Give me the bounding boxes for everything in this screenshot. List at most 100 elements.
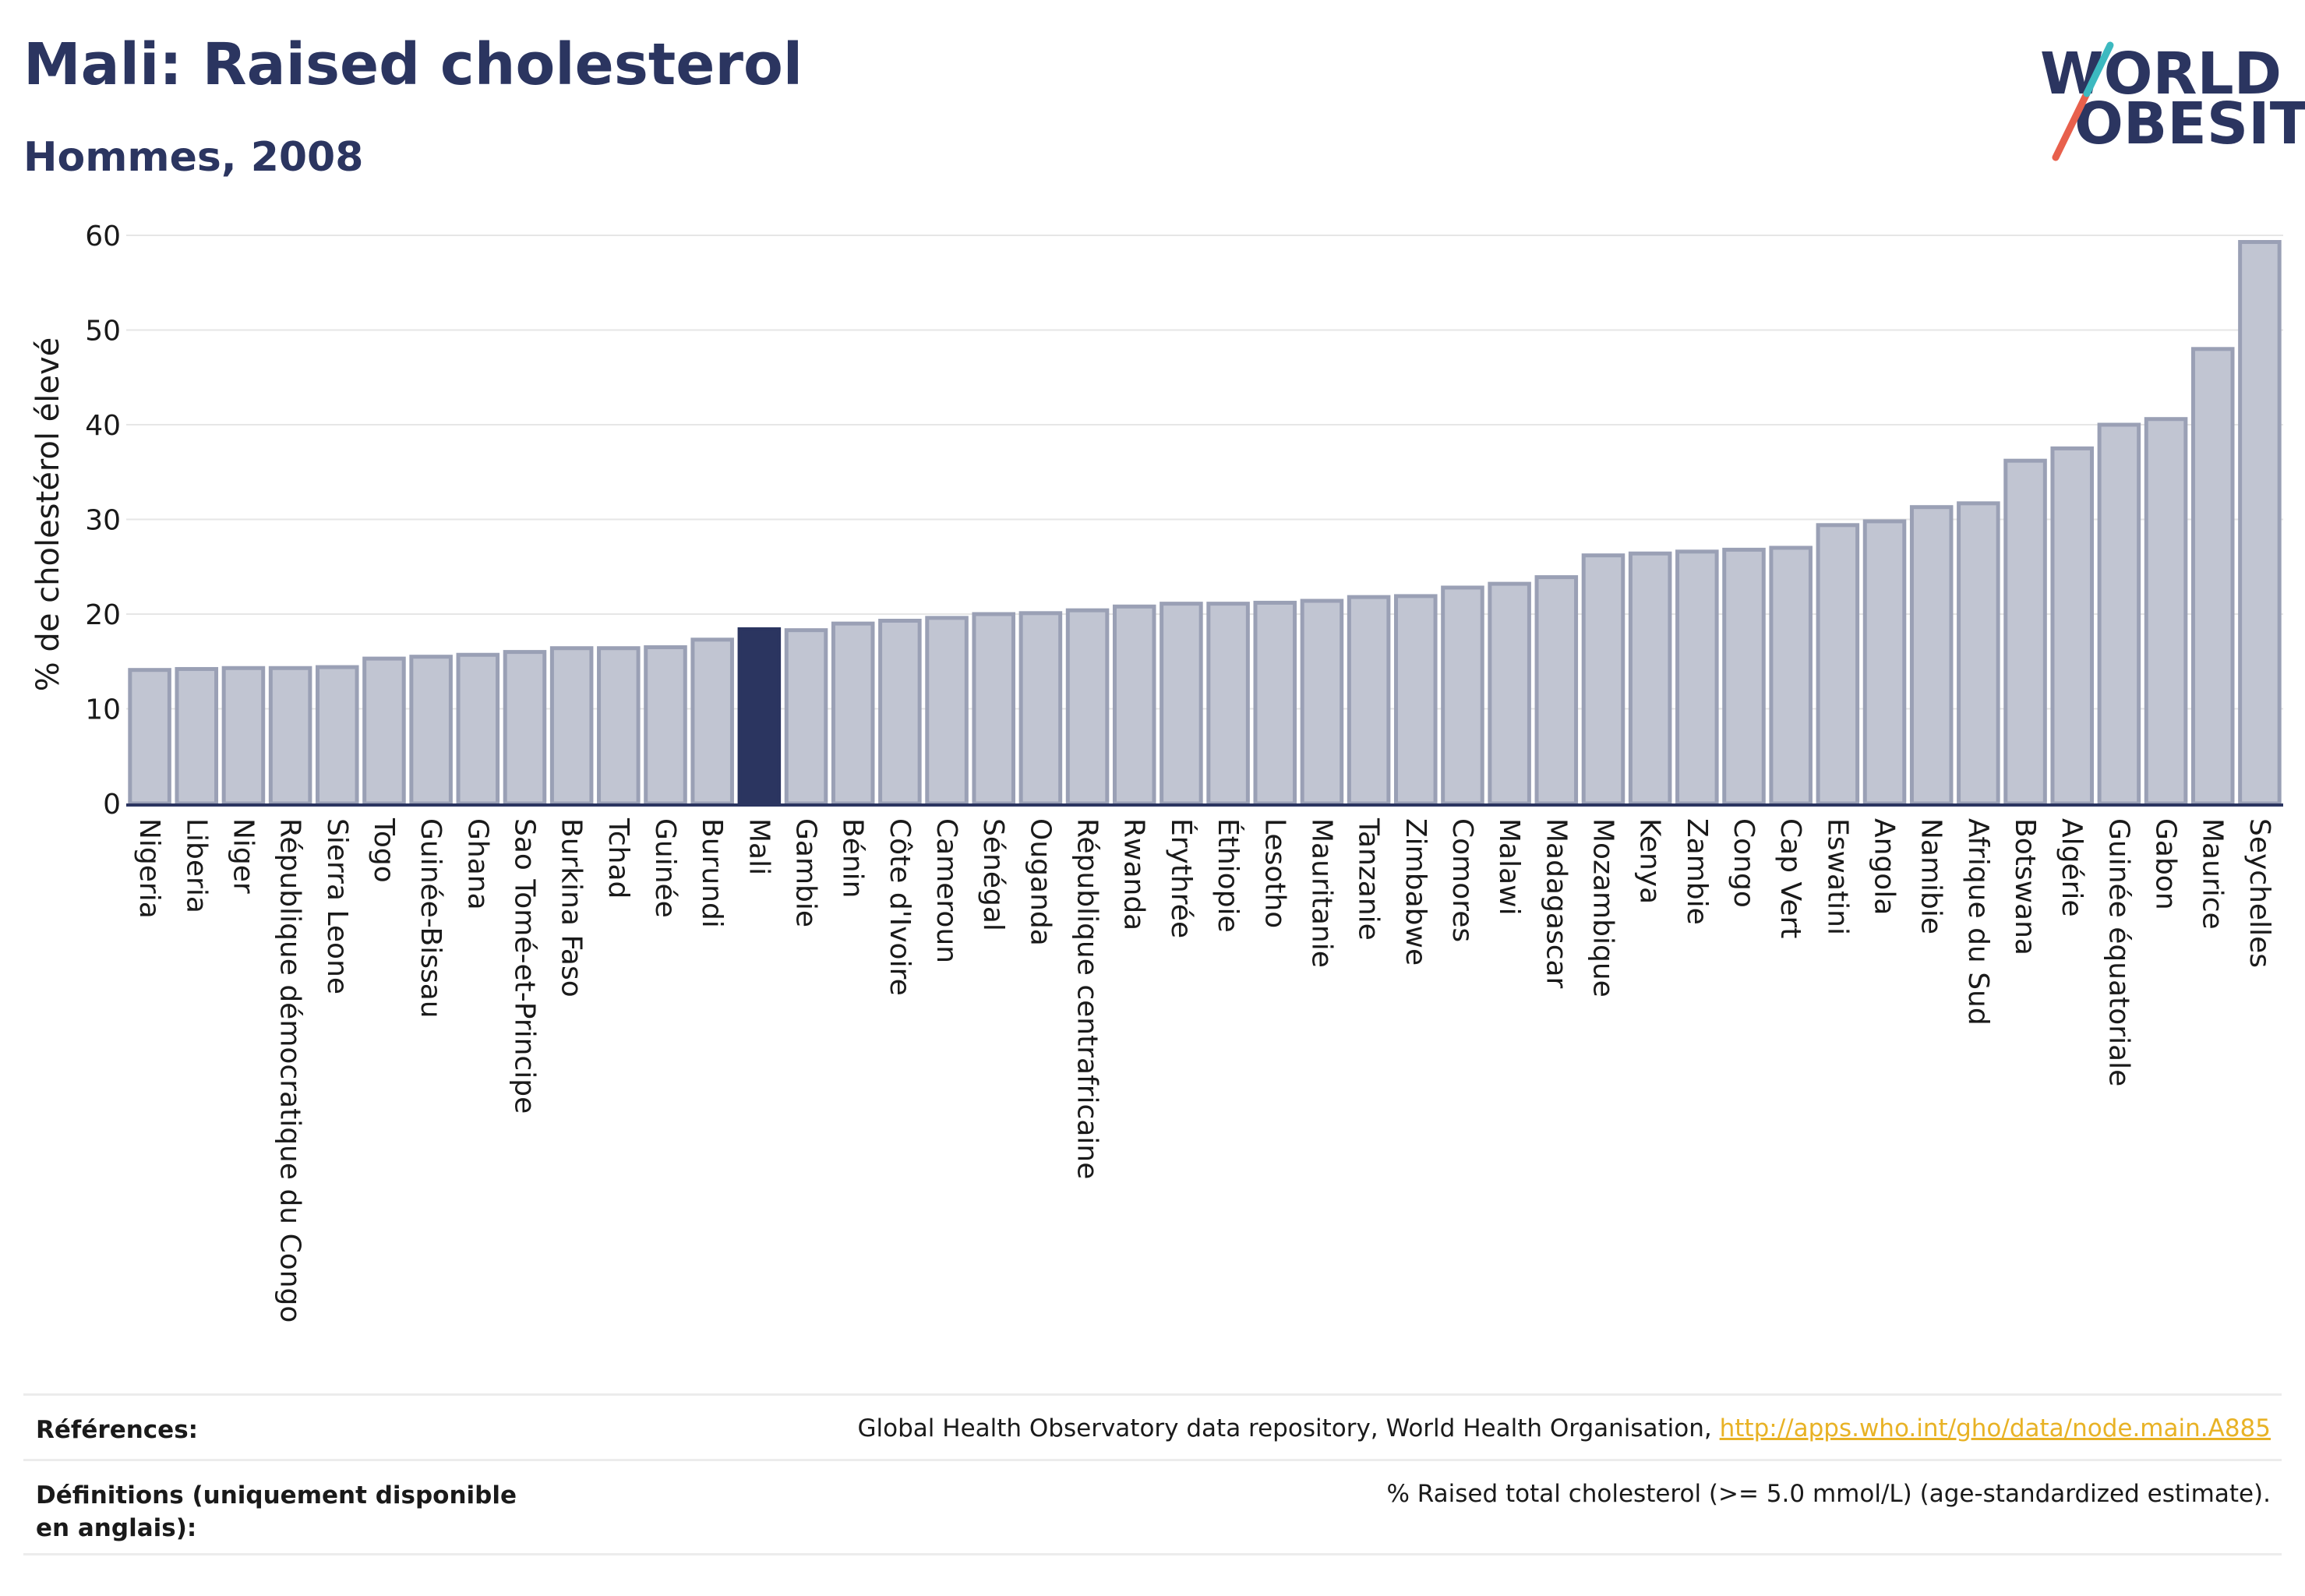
definitions-label: Définitions (uniquement disponible en an… xyxy=(36,1481,517,1542)
x-tick-label: Niger xyxy=(227,818,259,894)
x-tick-label: Sao Tomé-et-Principe xyxy=(508,818,540,1114)
y-tick-label: 40 xyxy=(85,410,121,442)
bar xyxy=(175,666,219,806)
x-tick-label: Eswatini xyxy=(1821,818,1853,935)
y-tick-label: 50 xyxy=(85,316,121,348)
references-row: Références: Global Health Observatory da… xyxy=(23,1393,2282,1459)
bar xyxy=(1675,549,1719,806)
bar xyxy=(690,637,734,806)
bar xyxy=(503,650,547,806)
bar xyxy=(597,646,641,806)
x-tick-label: Togo xyxy=(368,817,400,883)
bar xyxy=(1394,594,1438,806)
y-tick-label: 0 xyxy=(103,789,121,821)
bar xyxy=(1581,553,1626,806)
bar xyxy=(1112,604,1156,806)
y-tick-label: 60 xyxy=(85,221,121,252)
bar xyxy=(1769,546,1813,806)
bar xyxy=(1300,598,1344,806)
bar xyxy=(1816,523,1860,806)
references-link[interactable]: http://apps.who.int/gho/data/node.main.A… xyxy=(1719,1414,2271,1442)
bar xyxy=(1957,501,2000,806)
y-axis-ticks: 0 10 20 30 40 50 60 xyxy=(85,221,121,821)
bar xyxy=(549,646,594,806)
x-tick-label: Comores xyxy=(1446,818,1478,942)
bars xyxy=(128,240,2282,806)
bar xyxy=(456,652,500,806)
bar xyxy=(128,668,171,806)
x-tick-label: Sénégal xyxy=(977,818,1009,931)
x-tick-label: Burundi xyxy=(696,818,728,928)
logo-text-line2: OBESITY xyxy=(2074,90,2305,157)
bar xyxy=(2097,422,2141,806)
x-tick-label: Botswana xyxy=(2009,818,2041,955)
x-tick-label: Madagascar xyxy=(1540,818,1572,989)
bar xyxy=(1160,602,1203,806)
bar xyxy=(784,628,828,806)
x-tick-label: Liberia xyxy=(180,818,212,913)
bar-highlight xyxy=(737,627,782,806)
bar xyxy=(2050,446,2094,806)
x-tick-label: Burkina Faso xyxy=(556,818,588,998)
bar xyxy=(644,645,687,806)
references-label: Références: xyxy=(36,1416,199,1444)
x-tick-label: Cap Vert xyxy=(1774,818,1806,938)
y-tick-label: 10 xyxy=(85,694,121,726)
x-tick-label: Kenya xyxy=(1634,818,1666,904)
bar xyxy=(1534,575,1579,806)
x-tick-label: Zimbabwe xyxy=(1400,818,1431,966)
x-tick-label: Mauritanie xyxy=(1305,818,1337,968)
x-tick-label: Guinée équatoriale xyxy=(2102,818,2134,1086)
definitions-row: Définitions (uniquement disponible en an… xyxy=(23,1459,2282,1555)
x-tick-label: Maurice xyxy=(2197,818,2229,930)
references-text: Global Health Observatory data repositor… xyxy=(857,1414,1720,1442)
x-tick-label: Namibie xyxy=(1915,818,1947,934)
world-obesity-logo: WORLD OBESITY xyxy=(2035,22,2305,162)
x-tick-label: Tchad xyxy=(602,817,634,899)
x-tick-label: Érythrée xyxy=(1165,818,1198,938)
x-tick-label: Malawi xyxy=(1493,818,1525,916)
x-tick-label: Sierra Leone xyxy=(321,818,353,994)
bar xyxy=(878,619,922,806)
bar xyxy=(2238,240,2282,806)
x-tick-label: Seychelles xyxy=(2243,818,2275,968)
bar xyxy=(1722,547,1766,806)
y-tick-label: 30 xyxy=(85,505,121,537)
x-tick-label: Tanzanie xyxy=(1353,817,1385,941)
bar xyxy=(221,666,266,806)
bar xyxy=(1862,519,1907,806)
bar xyxy=(2003,458,2047,806)
bar xyxy=(268,666,312,806)
bar xyxy=(2190,347,2235,806)
bar xyxy=(362,656,406,806)
chart-subtitle: Hommes, 2008 xyxy=(23,134,364,181)
x-tick-label: Zambie xyxy=(1681,818,1713,925)
x-tick-label: Guinée-Bissau xyxy=(415,818,447,1019)
bar xyxy=(831,621,875,806)
x-tick-label: Algérie xyxy=(2056,818,2088,917)
x-tick-label: Éthiopie xyxy=(1212,818,1244,933)
references-value: Global Health Observatory data repositor… xyxy=(858,1414,2271,1442)
x-axis-ticks: Nigeria Liberia Niger République démocratiq… xyxy=(133,817,2275,1322)
y-tick-label: 20 xyxy=(85,599,121,631)
bar xyxy=(1347,595,1391,806)
bar xyxy=(1441,585,1484,806)
x-tick-label: Cameroun xyxy=(930,818,962,963)
x-tick-label: Rwanda xyxy=(1118,818,1150,930)
bar xyxy=(409,655,453,806)
x-tick-label: Guinée xyxy=(649,818,681,918)
x-tick-label: Ouganda xyxy=(1024,818,1056,946)
logo-slash-icon xyxy=(2052,41,2114,161)
x-tick-label: Lesotho xyxy=(1258,818,1290,928)
x-tick-label: Congo xyxy=(1728,818,1760,908)
x-tick-label: Nigeria xyxy=(133,818,165,919)
definitions-value: % Raised total cholesterol (>= 5.0 mmol/… xyxy=(1386,1480,2271,1508)
bar xyxy=(316,665,359,806)
x-tick-label: République démocratique du Congo xyxy=(274,818,306,1322)
footer-table: Références: Global Health Observatory da… xyxy=(23,1393,2282,1555)
bar xyxy=(1488,581,1531,806)
bar xyxy=(1018,611,1063,806)
x-tick-label: Angola xyxy=(1869,818,1901,915)
x-tick-label: Côte d'Ivoire xyxy=(884,818,916,996)
chart-title: Mali: Raised cholesterol xyxy=(23,31,803,98)
